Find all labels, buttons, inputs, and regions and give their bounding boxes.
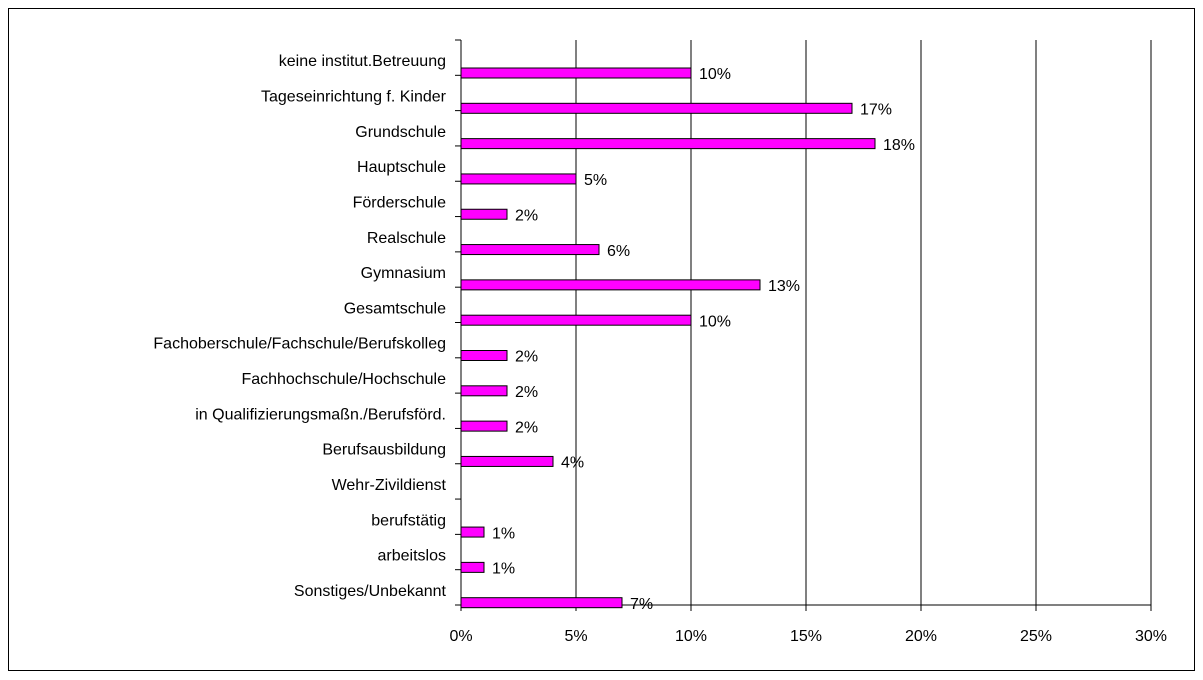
data-label: 2% — [515, 207, 538, 224]
y-tick-label: keine institut.Betreuung — [279, 53, 446, 70]
data-label: 10% — [699, 313, 731, 330]
bar — [460, 455, 554, 467]
x-tick-label: 30% — [1135, 628, 1167, 645]
bar — [460, 208, 508, 220]
data-label: 2% — [515, 349, 538, 366]
data-label: 7% — [630, 596, 653, 613]
x-tick-label: 10% — [675, 628, 707, 645]
y-tick-label: berufstätig — [371, 512, 446, 529]
y-tick-label: Förderschule — [353, 194, 446, 211]
bar — [460, 597, 623, 609]
y-tick-label: Berufsausbildung — [322, 442, 446, 459]
bar — [460, 138, 876, 150]
bar — [460, 173, 577, 185]
data-label: 6% — [607, 243, 630, 260]
bar — [460, 350, 508, 361]
bar — [460, 244, 600, 256]
bar — [460, 279, 761, 291]
data-label: 18% — [883, 137, 915, 154]
y-tick-label: in Qualifizierungsmaßn./Berufsförd. — [195, 406, 446, 423]
y-tick-label: Fachhochschule/Hochschule — [241, 371, 446, 388]
x-tick-label: 5% — [564, 628, 587, 645]
bar — [460, 67, 692, 79]
bar — [460, 385, 508, 397]
y-tick-label: Sonstiges/Unbekannt — [294, 583, 447, 600]
data-label: 2% — [515, 384, 538, 401]
y-tick-label: Grundschule — [355, 124, 446, 141]
y-tick-label: Gymnasium — [361, 265, 446, 282]
x-tick-label: 25% — [1020, 628, 1052, 645]
y-tick-label: Wehr-Zivildienst — [332, 477, 447, 494]
y-tick-label: Gesamtschule — [344, 300, 446, 317]
chart-border — [8, 8, 1195, 671]
data-label: 4% — [561, 455, 584, 472]
data-label: 13% — [768, 278, 800, 295]
y-tick-label: Hauptschule — [357, 159, 446, 176]
y-tick-label: Realschule — [367, 230, 446, 247]
x-tick-label: 20% — [905, 628, 937, 645]
data-label: 1% — [492, 561, 515, 578]
x-tick-label: 0% — [449, 628, 472, 645]
x-tick-label: 15% — [790, 628, 822, 645]
data-label: 17% — [860, 102, 892, 119]
bar — [460, 526, 485, 538]
data-label: 1% — [492, 525, 515, 542]
data-label: 5% — [584, 172, 607, 189]
bar — [460, 420, 508, 432]
data-label: 10% — [699, 66, 731, 83]
y-tick-label: Tageseinrichtung f. Kinder — [261, 89, 447, 106]
data-label: 2% — [515, 419, 538, 436]
bar — [460, 561, 485, 573]
y-tick-label: Fachoberschule/Fachschule/Berufskolleg — [153, 336, 446, 353]
bar — [460, 102, 853, 114]
bar — [460, 314, 692, 326]
y-tick-label: arbeitslos — [378, 548, 446, 565]
